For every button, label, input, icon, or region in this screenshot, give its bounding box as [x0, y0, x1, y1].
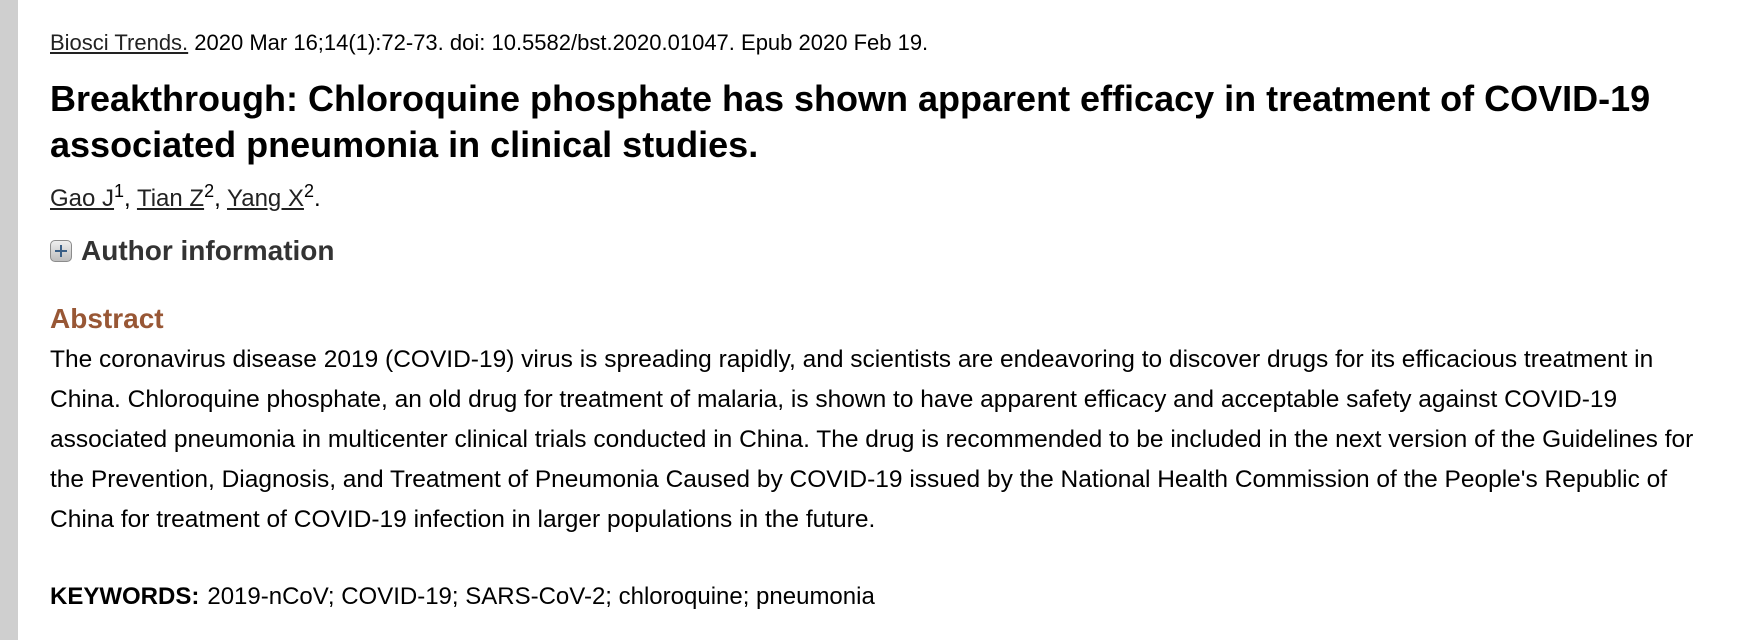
author-link-gao[interactable]: Gao J: [50, 185, 115, 212]
journal-link[interactable]: Biosci Trends.: [50, 30, 189, 55]
abstract-heading: Abstract: [50, 303, 164, 334]
author-link-tian[interactable]: Tian Z: [136, 185, 205, 212]
author-information-toggle[interactable]: Author information: [50, 234, 335, 268]
keywords-line: KEYWORDS: 2019-nCoV; COVID-19; SARS-CoV-2…: [50, 582, 875, 612]
author-link-yang[interactable]: Yang X: [227, 185, 304, 212]
keywords-values: 2019-nCoV; COVID-19; SARS-CoV-2; chloroq…: [207, 583, 875, 610]
author-affiliation: 2: [303, 181, 314, 201]
plus-expand-icon[interactable]: [50, 240, 72, 262]
author-information-label: Author information: [81, 235, 335, 266]
article-title: Breakthrough: Chloroquine phosphate has …: [50, 78, 1651, 165]
abstract-text: The coronavirus disease 2019 (COVID-19) …: [50, 346, 1694, 533]
citation-details: 2020 Mar 16;14(1):72-73. doi: 10.5582/bs…: [188, 30, 929, 55]
left-scroll-gutter: [0, 0, 18, 640]
citation-line: Biosci Trends. 2020 Mar 16;14(1):72-73. …: [50, 30, 928, 56]
keywords-label: KEYWORDS:: [50, 583, 200, 610]
author-affiliation: 2: [204, 181, 215, 201]
author-list: Gao J1, Tian Z2, Yang X2.: [50, 181, 321, 212]
author-affiliation: 1: [114, 181, 125, 201]
